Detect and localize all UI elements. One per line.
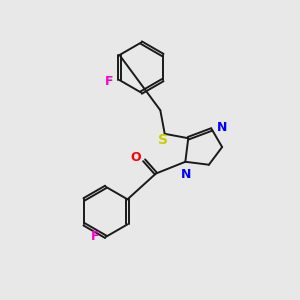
Text: O: O <box>130 152 141 164</box>
Text: N: N <box>217 121 227 134</box>
Text: F: F <box>91 230 99 243</box>
Text: N: N <box>181 168 191 181</box>
Text: S: S <box>158 133 168 147</box>
Text: F: F <box>104 75 113 88</box>
